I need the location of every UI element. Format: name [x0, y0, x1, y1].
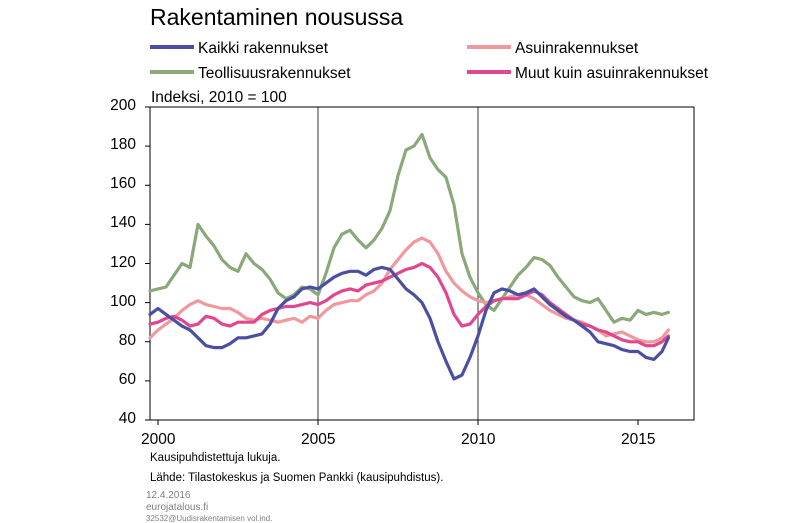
y-tick-label-140: 140: [110, 214, 136, 232]
legend-label-asuin: Asuinrakennukset: [515, 40, 639, 57]
legend-swatch-muut: [467, 69, 511, 74]
y-tick-label-60: 60: [118, 370, 136, 388]
chart-title: Rakentaminen nousussa: [150, 4, 404, 30]
footer-site: eurojatalous.fi: [146, 502, 209, 513]
series-line-0: [148, 265, 671, 381]
unit-label: Indeksi, 2010 = 100: [151, 89, 287, 106]
note-seasonal: Kausipuhdistettuja lukuja.: [150, 452, 281, 464]
legend-label-muut: Muut kuin asuinrakennukset: [515, 65, 709, 82]
legend-swatch-teollisuus: [150, 69, 194, 74]
y-tick-label-200: 200: [110, 97, 136, 114]
legend-item-muut: Muut kuin asuinrakennukset: [467, 65, 708, 83]
note-source: Lähde: Tilastokeskus ja Suomen Pankki (k…: [150, 472, 444, 484]
y-tick-label-100: 100: [110, 292, 136, 310]
legend-swatch-asuin: [467, 44, 511, 49]
y-tick-label-80: 80: [118, 331, 136, 349]
footer-date: 12.4.2016: [146, 490, 191, 501]
legend-label-kaikki: Kaikki rakennukset: [198, 40, 329, 57]
y-tick-label-180: 180: [110, 136, 136, 154]
legend-item-kaikki: Kaikki rakennukset: [150, 40, 328, 58]
y-tick-label-40: 40: [118, 410, 136, 427]
series-line-2: [148, 132, 671, 324]
x-tick-label-2010: 2010: [461, 431, 496, 448]
y-tick-label-120: 120: [110, 253, 136, 271]
x-tick-label-2015: 2015: [621, 431, 656, 448]
legend-item-teollisuus: Teollisuusrakennukset: [150, 65, 351, 83]
x-tick-label-2005: 2005: [301, 431, 336, 448]
legend-item-asuin: Asuinrakennukset: [467, 40, 638, 58]
legend-swatch-kaikki: [150, 44, 194, 49]
series-line-3: [148, 261, 671, 348]
legend-label-teollisuus: Teollisuusrakennukset: [198, 65, 351, 82]
y-tick-label-160: 160: [110, 175, 136, 193]
footer-code: 32532@Uudisrakentamisen vol.ind.: [146, 514, 273, 523]
x-tick-label-2000: 2000: [141, 431, 176, 448]
